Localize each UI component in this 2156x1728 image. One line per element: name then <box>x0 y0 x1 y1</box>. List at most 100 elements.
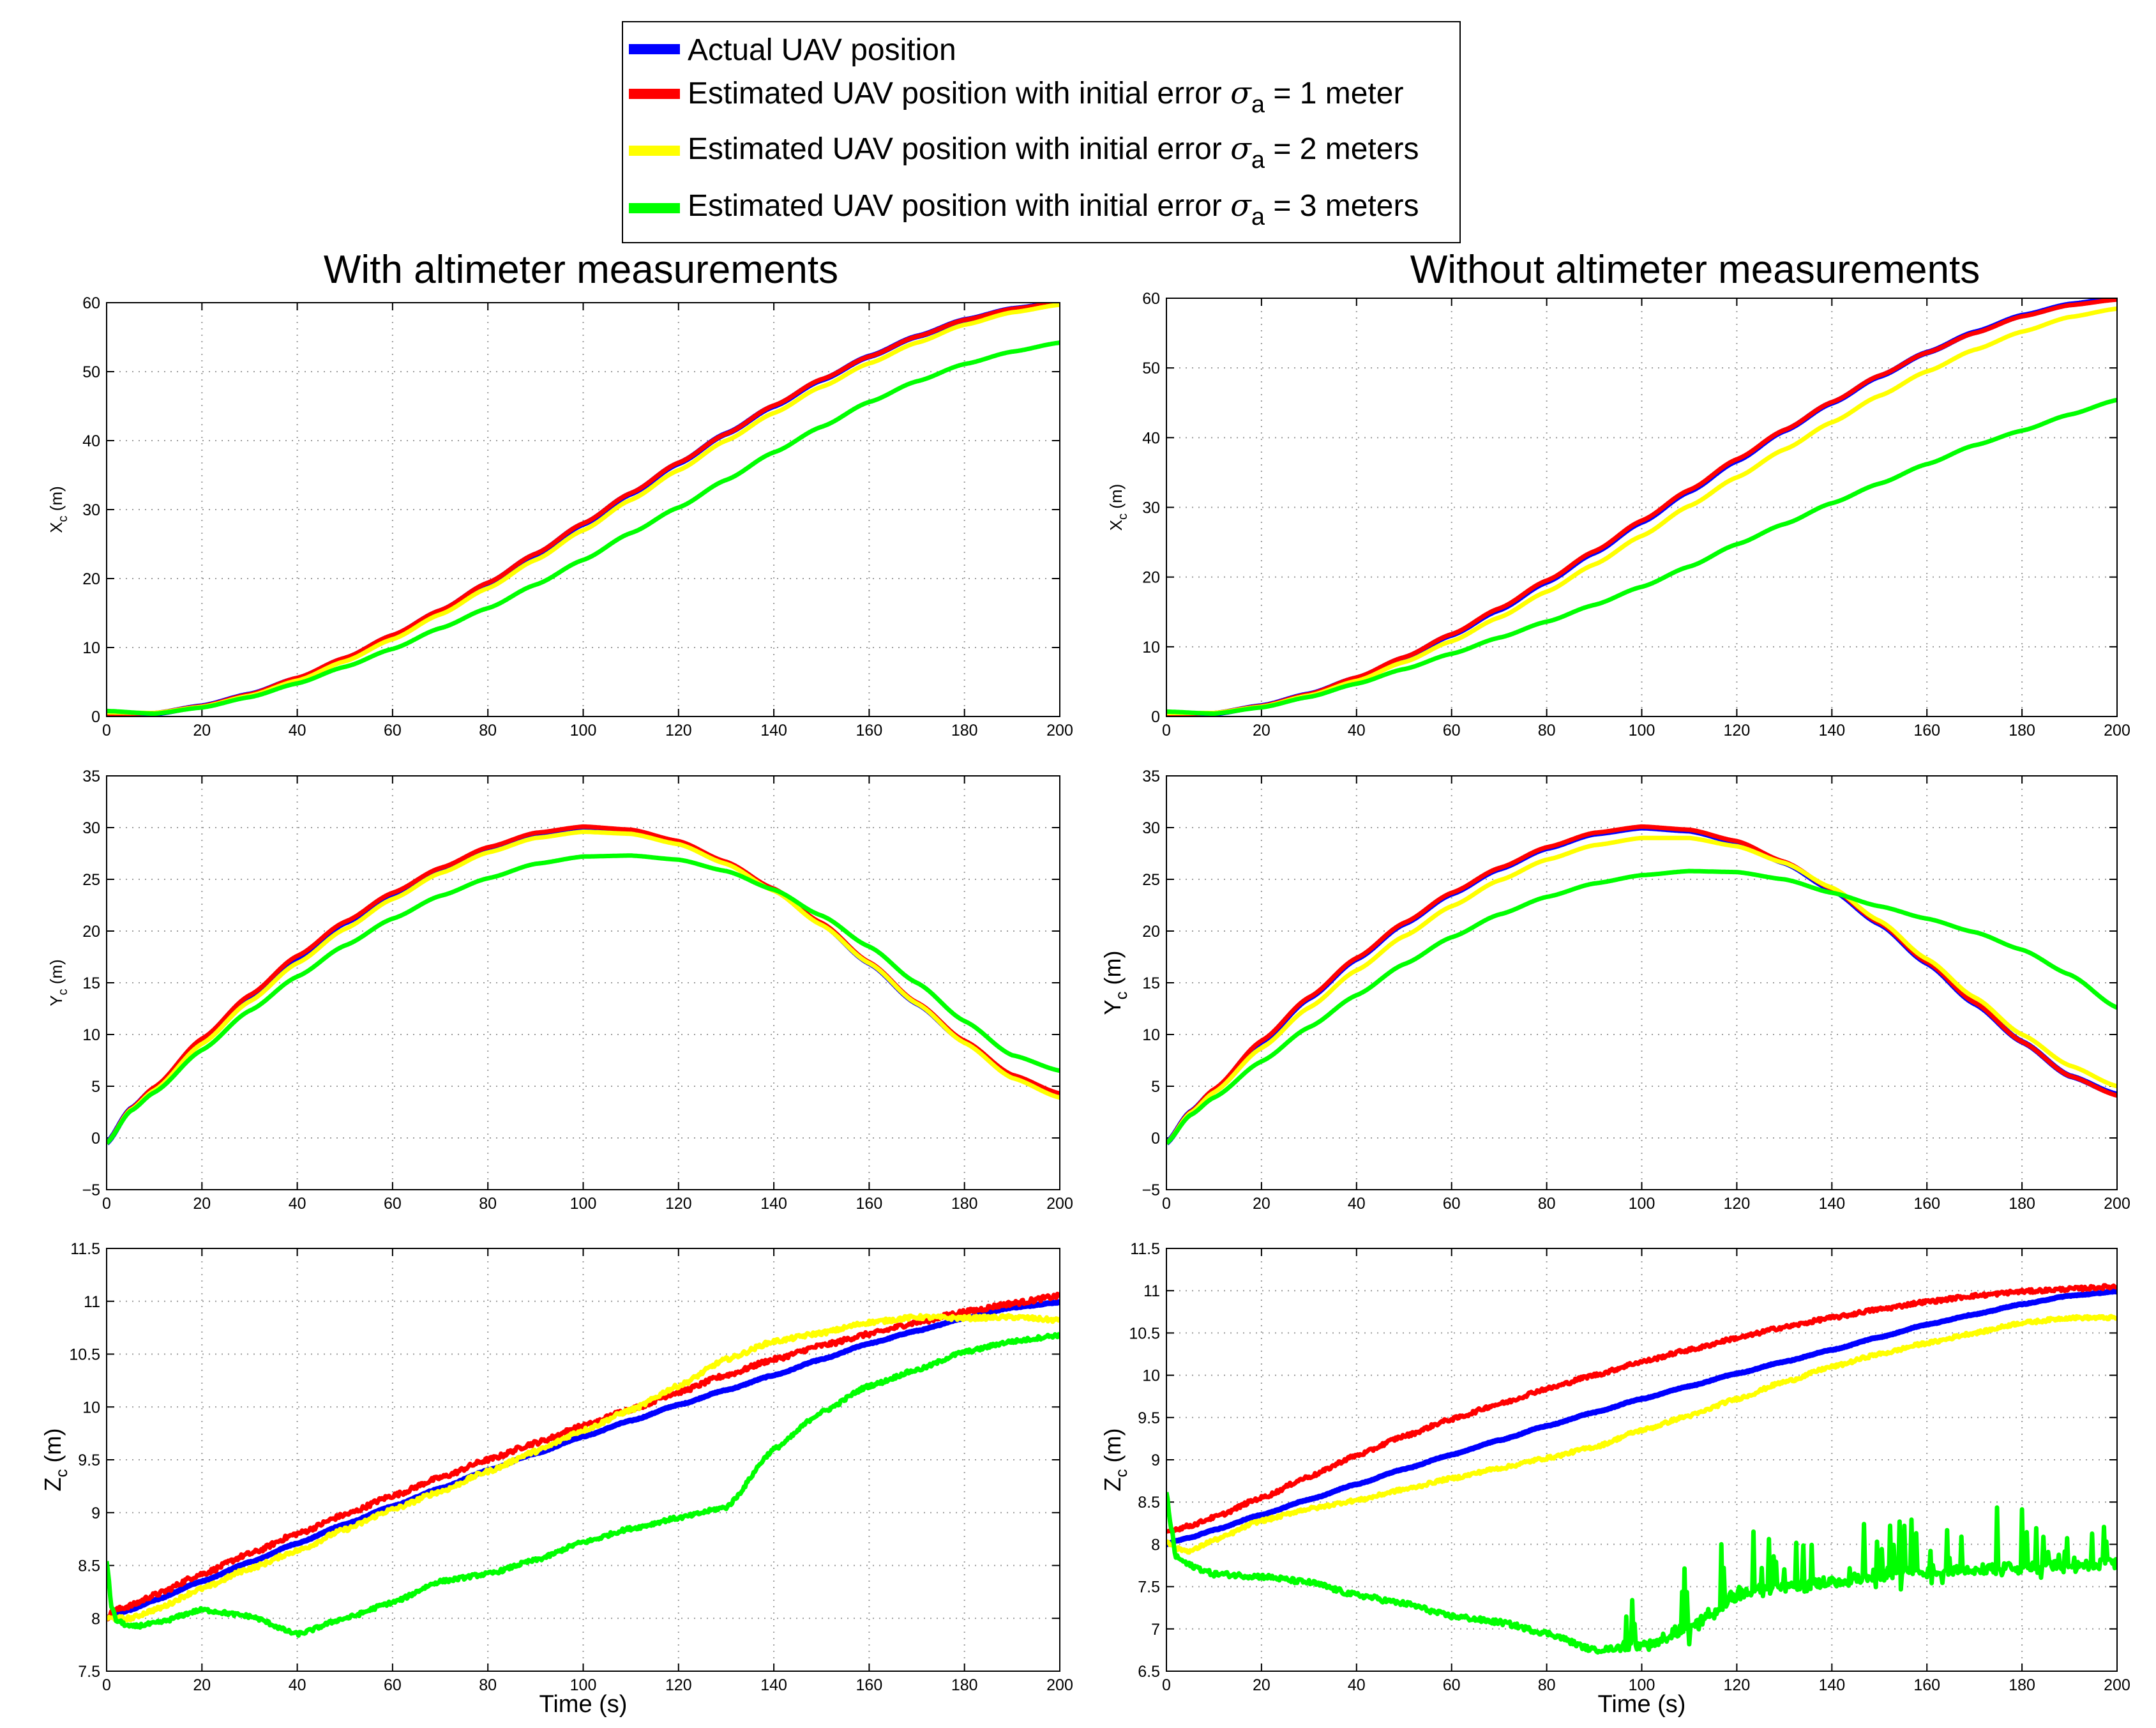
y-tick-label: 40 <box>82 432 100 450</box>
y-tick-label: 30 <box>1142 819 1160 837</box>
y-tick-label: 10 <box>82 639 100 657</box>
series-line-actual <box>1166 1288 2117 1547</box>
chart-z-with: 0 20 40 60 80 100 120 140 160 180 200 7.5 8 8.5 9 9.5 10… <box>40 1240 1073 1718</box>
x-tick-label: 80 <box>479 722 497 739</box>
x-tick-label: 40 <box>289 1676 306 1694</box>
series-line-sigma3 <box>1166 868 2117 1145</box>
y-tick-label: 9.5 <box>1138 1409 1160 1427</box>
x-tick-label: 20 <box>193 1676 211 1694</box>
x-tick-label: 40 <box>1348 1676 1366 1694</box>
y-tick-label: 40 <box>1142 429 1160 447</box>
x-tick-label: 140 <box>1818 722 1845 739</box>
x-tick-label: 80 <box>1538 1676 1556 1694</box>
plot-frame <box>1166 775 2118 1190</box>
y-tick-label: 11.5 <box>70 1240 100 1258</box>
x-tick-label: 180 <box>2009 1195 2035 1213</box>
y-tick-label: 11 <box>1143 1282 1160 1300</box>
y-tick-label: 50 <box>82 363 100 381</box>
y-tick-label: 10 <box>1142 1367 1160 1385</box>
y-tick-label: 50 <box>1142 360 1160 377</box>
x-tick-label: 0 <box>1162 722 1171 739</box>
y-tick-label: 30 <box>82 819 100 837</box>
y-tick-label: 8 <box>91 1610 100 1628</box>
y-axis-label: Xc (m) <box>47 486 70 533</box>
y-tick-label: 20 <box>1142 923 1160 941</box>
plot-frame <box>106 1248 1060 1672</box>
y-tick-label: 10 <box>1142 1026 1160 1044</box>
y-tick-label: 9.5 <box>78 1451 100 1469</box>
x-tick-label: 160 <box>1913 722 1940 739</box>
x-tick-label: 120 <box>665 1195 692 1213</box>
y-tick-label: 10 <box>1142 639 1160 656</box>
x-axis-label: Time (s) <box>539 1691 628 1718</box>
x-tick-label: 140 <box>760 722 787 739</box>
x-tick-label: 80 <box>479 1676 497 1694</box>
y-tick-label: 10.5 <box>69 1346 100 1364</box>
y-tick-label: 7.5 <box>78 1663 100 1681</box>
plot-grid: 0 20 40 60 80 100 120 140 160 180 2000102030405060… <box>40 290 2130 1718</box>
y-tick-label: 15 <box>1142 974 1160 992</box>
x-tick-label: 120 <box>665 1676 692 1694</box>
y-tick-label: 25 <box>82 871 100 889</box>
y-tick-label: 20 <box>1142 569 1160 587</box>
y-axis-label: Yc (m) <box>1099 951 1131 1015</box>
x-tick-label: 40 <box>1348 1195 1366 1213</box>
y-tick-label: 10 <box>82 1026 100 1044</box>
x-tick-label: 100 <box>570 722 597 739</box>
chart-y-without: 0 20 40 60 80 100 120 140 160 180 200−505101520253… <box>1099 768 2130 1213</box>
x-tick-label: 20 <box>193 722 211 739</box>
y-axis-label: Zc (m) <box>1099 1429 1131 1492</box>
x-tick-label: 0 <box>1162 1195 1171 1213</box>
y-tick-label: 0 <box>91 1130 100 1148</box>
y-tick-label: −5 <box>82 1181 100 1199</box>
x-tick-label: 100 <box>1629 1195 1655 1213</box>
x-tick-label: 0 <box>102 1676 111 1694</box>
x-tick-label: 0 <box>102 1195 111 1213</box>
series-line-sigma3 <box>107 340 1060 716</box>
column-title-without: Without altimeter measurements <box>1410 248 1980 292</box>
y-tick-label: 35 <box>82 768 100 785</box>
series-line-sigma2 <box>1166 835 2117 1145</box>
legend-label-actual: Actual UAV position <box>688 33 956 67</box>
x-tick-label: 0 <box>1162 1676 1171 1694</box>
chart-z-without: 0 20 40 60 80 100 120 140 160 180 200 6.5 7 7.5 8 8.5 9 9… <box>1099 1240 2130 1718</box>
legend: Actual UAV position Estimated UAV positi… <box>622 21 1461 243</box>
series-line-sigma3 <box>107 1331 1060 1638</box>
series-line-sigma2 <box>107 830 1060 1145</box>
plot-frame <box>106 302 1060 717</box>
y-tick-label: 11 <box>84 1293 100 1311</box>
x-tick-label: 20 <box>1253 722 1270 739</box>
x-tick-label: 120 <box>1724 722 1751 739</box>
x-tick-label: 20 <box>1253 1195 1270 1213</box>
x-tick-label: 200 <box>2104 1676 2130 1694</box>
x-tick-label: 180 <box>951 722 978 739</box>
y-tick-label: 60 <box>1142 290 1160 308</box>
x-tick-label: 40 <box>289 722 306 739</box>
y-tick-label: 0 <box>91 708 100 726</box>
y-tick-label: 0 <box>1151 1130 1160 1148</box>
x-tick-label: 40 <box>289 1195 306 1213</box>
x-tick-label: 120 <box>1724 1195 1751 1213</box>
x-tick-label: 160 <box>1913 1195 1940 1213</box>
y-tick-label: 8 <box>1151 1536 1160 1554</box>
x-tick-label: 60 <box>1443 1676 1461 1694</box>
x-tick-label: 40 <box>1348 722 1366 739</box>
legend-label-sigma1: Estimated UAV position with initial erro… <box>688 75 1403 118</box>
x-tick-label: 180 <box>2009 1676 2035 1694</box>
y-tick-label: 30 <box>1142 499 1160 517</box>
x-tick-label: 60 <box>384 1676 402 1694</box>
legend-label-sigma2: Estimated UAV position with initial erro… <box>688 131 1419 174</box>
x-tick-label: 200 <box>2104 722 2130 739</box>
plot-frame <box>1166 1248 2118 1672</box>
y-tick-label: 25 <box>1142 871 1160 889</box>
legend-box <box>622 21 1461 243</box>
y-tick-label: 8.5 <box>1138 1494 1160 1512</box>
y-axis-label: Xc (m) <box>1106 484 1130 531</box>
y-axis-label: Zc (m) <box>40 1429 71 1492</box>
series-line-sigma3 <box>1166 397 2117 716</box>
chart-x-with: 0 20 40 60 80 100 120 140 160 180 200 0 10 20 30 40 50 60… <box>47 294 1073 739</box>
y-tick-label: 7 <box>1151 1621 1160 1639</box>
series-line-sigma2 <box>1166 1314 2117 1555</box>
y-tick-label: 5 <box>1151 1078 1160 1096</box>
